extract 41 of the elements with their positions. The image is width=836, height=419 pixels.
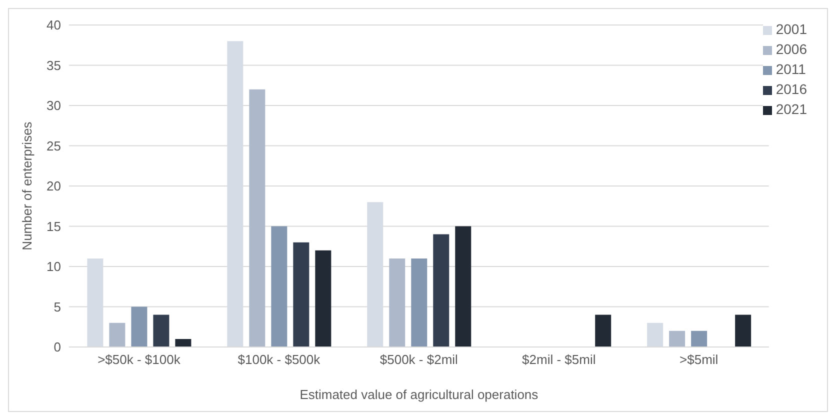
bar xyxy=(131,306,148,347)
legend-label: 2011 xyxy=(776,61,806,77)
y-tick-label: 5 xyxy=(54,299,61,314)
bar xyxy=(271,226,288,347)
bar xyxy=(109,322,126,347)
bar xyxy=(389,258,406,347)
bar xyxy=(595,314,612,347)
y-tick-label: 10 xyxy=(46,259,61,274)
x-axis-title: Estimated value of agricultural operations xyxy=(300,387,539,402)
y-tick-label: 15 xyxy=(46,218,61,234)
x-tick-label: >$5mil xyxy=(680,352,718,368)
bar xyxy=(315,250,332,347)
x-tick-label: $2mil - $5mil xyxy=(522,352,596,368)
bar xyxy=(175,338,192,347)
bar xyxy=(153,314,170,347)
bar xyxy=(293,242,310,347)
y-tick-label: 40 xyxy=(46,18,61,33)
bar xyxy=(433,234,450,347)
x-tick-label: $100k - $500k xyxy=(238,352,321,368)
y-tick-label: 30 xyxy=(46,98,61,114)
y-tick-label: 20 xyxy=(46,178,61,194)
bar xyxy=(735,314,752,347)
bar xyxy=(367,202,384,347)
bar xyxy=(691,330,708,347)
bar xyxy=(455,226,472,347)
legend-label: 2016 xyxy=(776,81,807,97)
x-tick-label: $500k - $2mil xyxy=(380,352,458,368)
y-tick-label: 0 xyxy=(54,340,61,355)
bar xyxy=(411,258,428,347)
bar xyxy=(669,330,686,347)
legend-label: 2001 xyxy=(776,21,807,37)
bar xyxy=(249,89,266,347)
y-axis-title: Number of enterprises xyxy=(20,121,35,250)
y-tick-label: 25 xyxy=(46,138,61,154)
y-tick-label: 35 xyxy=(46,58,61,73)
bar xyxy=(647,322,664,347)
legend-label: 2021 xyxy=(776,101,807,117)
x-tick-label: >$50k - $100k xyxy=(98,352,181,368)
legend-label: 2006 xyxy=(776,41,807,57)
bar xyxy=(87,258,104,347)
bar xyxy=(227,41,244,347)
